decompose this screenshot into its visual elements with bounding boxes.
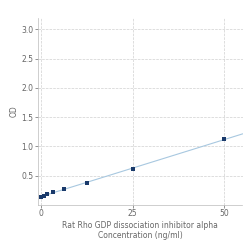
Point — [222, 138, 226, 141]
Point — [85, 181, 89, 185]
Point — [39, 196, 43, 200]
Point — [131, 167, 135, 171]
Y-axis label: OD: OD — [10, 106, 18, 117]
X-axis label: Rat Rho GDP dissociation inhibitor alpha
Concentration (ng/ml): Rat Rho GDP dissociation inhibitor alpha… — [62, 221, 218, 240]
Point — [42, 194, 46, 198]
Point — [62, 186, 66, 190]
Point — [45, 192, 49, 196]
Point — [50, 190, 54, 194]
